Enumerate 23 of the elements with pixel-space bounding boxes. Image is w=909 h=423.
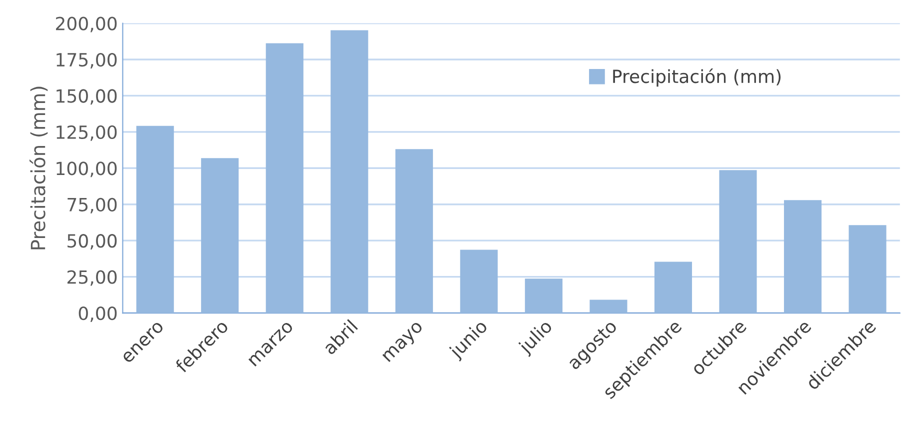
bar [848, 225, 886, 314]
y-tick-label: 150,00 [56, 89, 117, 105]
bar [395, 149, 433, 314]
bar [330, 30, 368, 314]
bar [201, 158, 239, 314]
y-tick-label: 175,00 [56, 52, 117, 68]
y-tick-label: 25,00 [67, 270, 117, 286]
bar [136, 126, 174, 314]
bar [719, 170, 757, 314]
bar [654, 262, 692, 314]
bar [460, 250, 498, 314]
y-tick-label: 75,00 [68, 198, 117, 214]
y-tick-label: 200,00 [56, 16, 117, 32]
y-tick-label: 0,00 [78, 306, 117, 322]
y-tick-label: 50,00 [68, 234, 117, 250]
bar [266, 43, 304, 314]
bar [590, 300, 628, 314]
y-tick-label: 100,00 [56, 162, 117, 178]
y-tick-label: 125,00 [56, 125, 117, 141]
legend-label: Precipitación (mm) [613, 68, 781, 87]
y-axis-title: Precitación (mm) [30, 86, 48, 250]
bar [524, 278, 562, 314]
bar [784, 200, 822, 314]
